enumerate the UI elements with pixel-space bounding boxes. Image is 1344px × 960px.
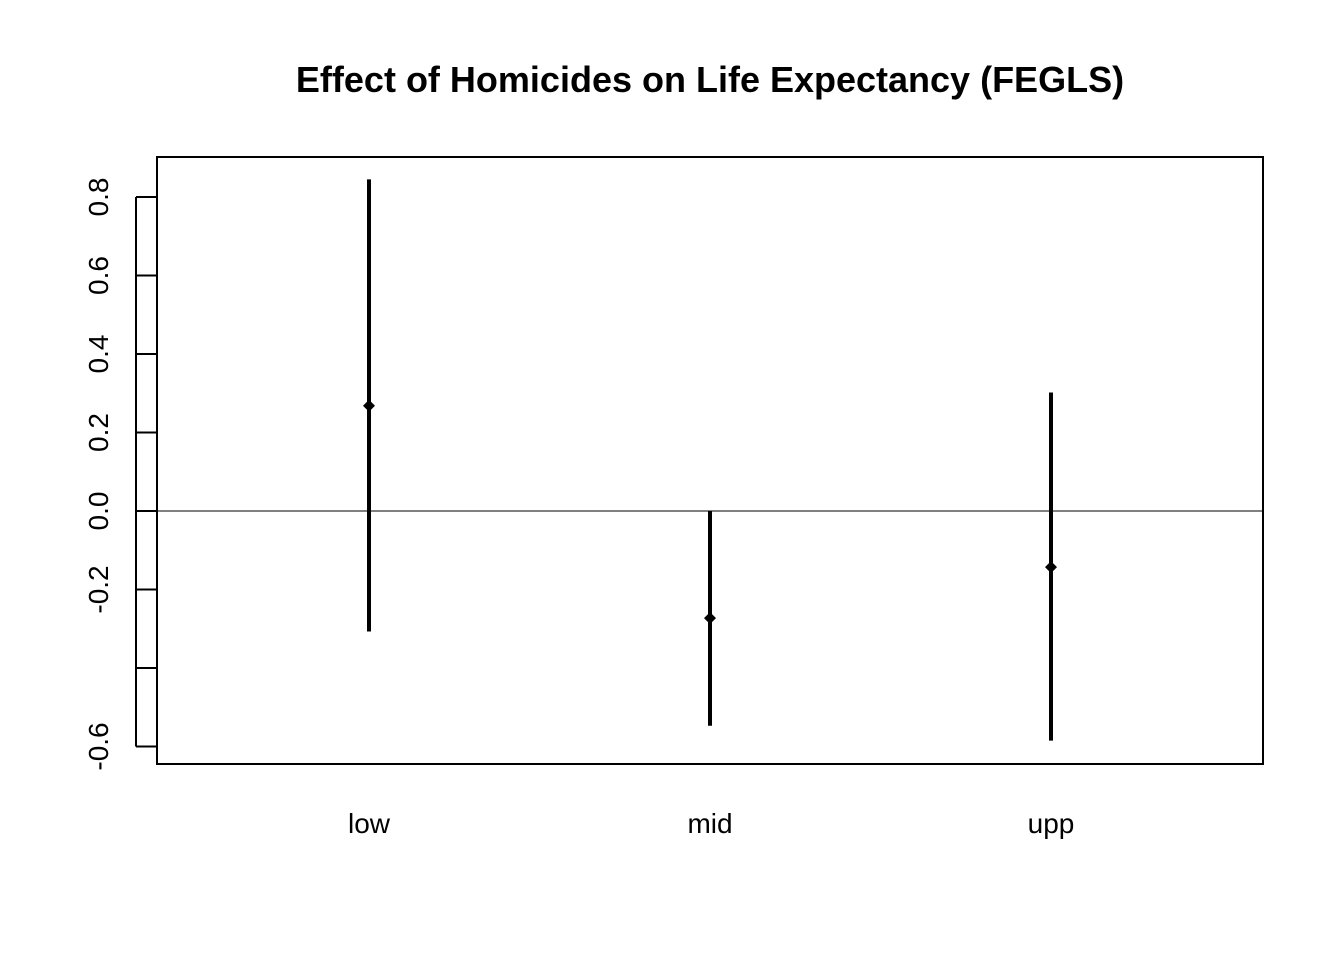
y-tick-label: 0.0 — [83, 492, 114, 531]
x-tick-label: upp — [1028, 808, 1075, 839]
error-bars — [363, 179, 1057, 741]
x-axis: low mid upp — [348, 808, 1074, 839]
x-tick-label: mid — [687, 808, 732, 839]
y-axis: -0.6 -0.2 0.0 0.2 0.4 0.6 0.8 — [83, 178, 157, 771]
plot-frame — [156, 156, 1264, 765]
y-tick-label: 0.2 — [83, 413, 114, 452]
point-estimate-low — [363, 399, 375, 412]
point-estimate-mid — [704, 612, 716, 625]
chart-title: Effect of Homicides on Life Expectancy (… — [296, 59, 1124, 100]
y-tick-label: 0.4 — [83, 335, 114, 374]
y-tick-label: -0.2 — [83, 565, 114, 613]
y-tick-label: -0.6 — [83, 722, 114, 770]
y-tick-label: 0.8 — [83, 178, 114, 217]
y-tick-label: 0.6 — [83, 256, 114, 295]
point-estimate-upp — [1045, 561, 1057, 574]
x-tick-label: low — [348, 808, 391, 839]
